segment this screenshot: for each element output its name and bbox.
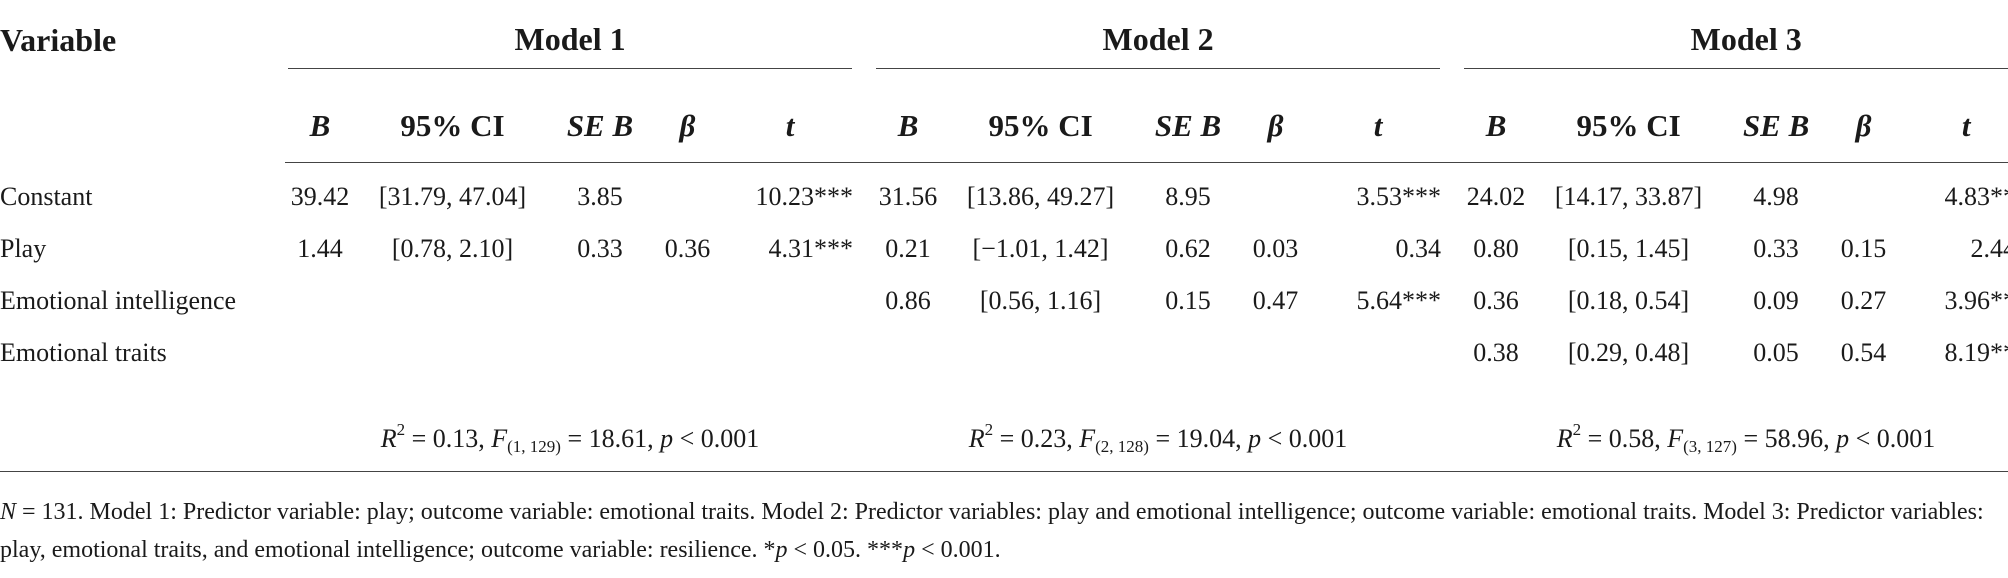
cell-se: 8.95 xyxy=(1165,182,1211,211)
cell-t: 4.31*** xyxy=(768,234,854,263)
cell-se: 4.98 xyxy=(1753,182,1799,211)
cell-t: 2.44* xyxy=(1970,234,2008,263)
cell-ci xyxy=(943,327,1138,379)
col-t-m3: t xyxy=(1901,90,2008,163)
cell-beta xyxy=(1238,327,1313,379)
cell-ci: [14.17, 33.87] xyxy=(1554,182,1703,211)
cell-b: 0.36 xyxy=(1473,286,1519,315)
table-row: Emotional traits 0.38 [0.29, 0.48] 0.05 … xyxy=(0,327,2008,379)
col-b-m1: B xyxy=(285,90,355,163)
cell-beta xyxy=(1826,163,1901,223)
regression-table-body: Constant 39.42 [31.79, 47.04] 3.85 10.23… xyxy=(0,163,2008,472)
col-se-m3: SE B xyxy=(1726,90,1827,163)
cell-beta: 0.03 xyxy=(1252,234,1299,263)
cell-ci: [13.86, 49.27] xyxy=(966,182,1115,211)
cell-t: 4.83*** xyxy=(1944,182,2008,211)
cell-ci: [−1.01, 1.42] xyxy=(972,234,1109,263)
cell-t xyxy=(1313,327,1443,379)
cell-b xyxy=(285,327,355,379)
cell-b xyxy=(873,327,943,379)
cell-t: 0.34 xyxy=(1395,234,1442,263)
cell-ci xyxy=(355,275,550,327)
cell-t xyxy=(725,327,855,379)
col-b-m2: B xyxy=(873,90,944,163)
cell-se: 0.15 xyxy=(1165,286,1211,315)
cell-b: 0.86 xyxy=(885,286,931,315)
col-ci-m2: 95% CI xyxy=(943,90,1139,163)
cell-se xyxy=(550,327,650,379)
col-beta-m3: β xyxy=(1826,90,1902,163)
cell-beta: 0.47 xyxy=(1252,286,1299,315)
row-label: Emotional traits xyxy=(0,338,167,367)
table-row: Play 1.44 [0.78, 2.10] 0.33 0.36 4.31***… xyxy=(0,223,2008,275)
cell-beta: 0.15 xyxy=(1840,234,1887,263)
cell-beta xyxy=(650,275,725,327)
cell-b: 0.21 xyxy=(885,234,931,263)
cell-ci: [0.78, 2.10] xyxy=(391,234,514,263)
cell-b: 1.44 xyxy=(297,234,343,263)
row-label: Play xyxy=(0,234,47,263)
col-t-m1: t xyxy=(725,90,856,163)
table-row: Emotional intelligence 0.86 [0.56, 1.16]… xyxy=(0,275,2008,327)
col-ci-m3: 95% CI xyxy=(1531,90,1727,163)
cell-se: 0.05 xyxy=(1753,338,1799,367)
cell-ci: [31.79, 47.04] xyxy=(378,182,527,211)
cell-beta: 0.27 xyxy=(1840,286,1887,315)
cell-ci: [0.56, 1.16] xyxy=(979,286,1102,315)
col-t-m2: t xyxy=(1313,90,1444,163)
model-stats-row: R2 = 0.13, F(1, 129) = 18.61, p < 0.001 … xyxy=(0,405,2008,472)
cell-b: 24.02 xyxy=(1466,182,1526,211)
regression-table-wrapper: Variable Model 1 Model 2 Model 3 B 95% C… xyxy=(0,0,2008,472)
row-label: Emotional intelligence xyxy=(0,286,237,315)
cell-b: 0.38 xyxy=(1473,338,1519,367)
cell-t: 3.96*** xyxy=(1944,286,2008,315)
model-1-header: Model 1 xyxy=(285,0,855,90)
table-row: Constant 39.42 [31.79, 47.04] 3.85 10.23… xyxy=(0,163,2008,223)
cell-b xyxy=(285,275,355,327)
cell-beta xyxy=(1238,163,1313,223)
variable-header: Variable xyxy=(0,22,117,58)
cell-se: 0.62 xyxy=(1165,234,1211,263)
col-se-m2: SE B xyxy=(1138,90,1239,163)
cell-b: 31.56 xyxy=(878,182,938,211)
cell-b: 0.80 xyxy=(1473,234,1519,263)
header-row-models: Variable Model 1 Model 2 Model 3 xyxy=(0,0,2008,90)
cell-t: 5.64*** xyxy=(1356,286,1442,315)
col-ci-m1: 95% CI xyxy=(355,90,550,163)
model-2-header: Model 2 xyxy=(873,0,1443,90)
cell-t xyxy=(725,275,855,327)
regression-table: Variable Model 1 Model 2 Model 3 B 95% C… xyxy=(0,0,2008,163)
cell-beta: 0.54 xyxy=(1840,338,1887,367)
cell-beta: 0.36 xyxy=(664,234,711,263)
cell-t: 10.23*** xyxy=(755,182,854,211)
cell-beta xyxy=(650,163,725,223)
cell-t: 8.19*** xyxy=(1944,338,2008,367)
model-3-header: Model 3 xyxy=(1461,0,2008,90)
col-beta-m1: β xyxy=(650,90,725,163)
cell-ci: [0.29, 0.48] xyxy=(1567,338,1690,367)
cell-se: 0.33 xyxy=(1753,234,1799,263)
cell-se: 0.09 xyxy=(1753,286,1799,315)
cell-ci xyxy=(355,327,550,379)
cell-se xyxy=(1138,327,1238,379)
cell-ci: [0.18, 0.54] xyxy=(1567,286,1690,315)
cell-b: 39.42 xyxy=(290,182,350,211)
col-se-m1: SE B xyxy=(550,90,650,163)
cell-ci: [0.15, 1.45] xyxy=(1567,234,1690,263)
table-note: N = 131. Model 1: Predictor variable: pl… xyxy=(0,499,1984,563)
model-3-stats: R2 = 0.58, F(3, 127) = 58.96, p < 0.001 xyxy=(1461,405,2008,472)
col-b-m3: B xyxy=(1461,90,1532,163)
cell-t: 3.53*** xyxy=(1356,182,1442,211)
row-label: Constant xyxy=(0,182,93,211)
col-beta-m2: β xyxy=(1238,90,1314,163)
cell-beta xyxy=(650,327,725,379)
model-1-stats: R2 = 0.13, F(1, 129) = 18.61, p < 0.001 xyxy=(285,405,855,472)
cell-se: 3.85 xyxy=(577,182,623,211)
cell-se xyxy=(550,275,650,327)
cell-se: 0.33 xyxy=(577,234,623,263)
header-row-columns: B 95% CI SE B β t B 95% CI SE B β t B 95… xyxy=(0,90,2008,163)
model-2-stats: R2 = 0.23, F(2, 128) = 19.04, p < 0.001 xyxy=(873,405,1443,472)
